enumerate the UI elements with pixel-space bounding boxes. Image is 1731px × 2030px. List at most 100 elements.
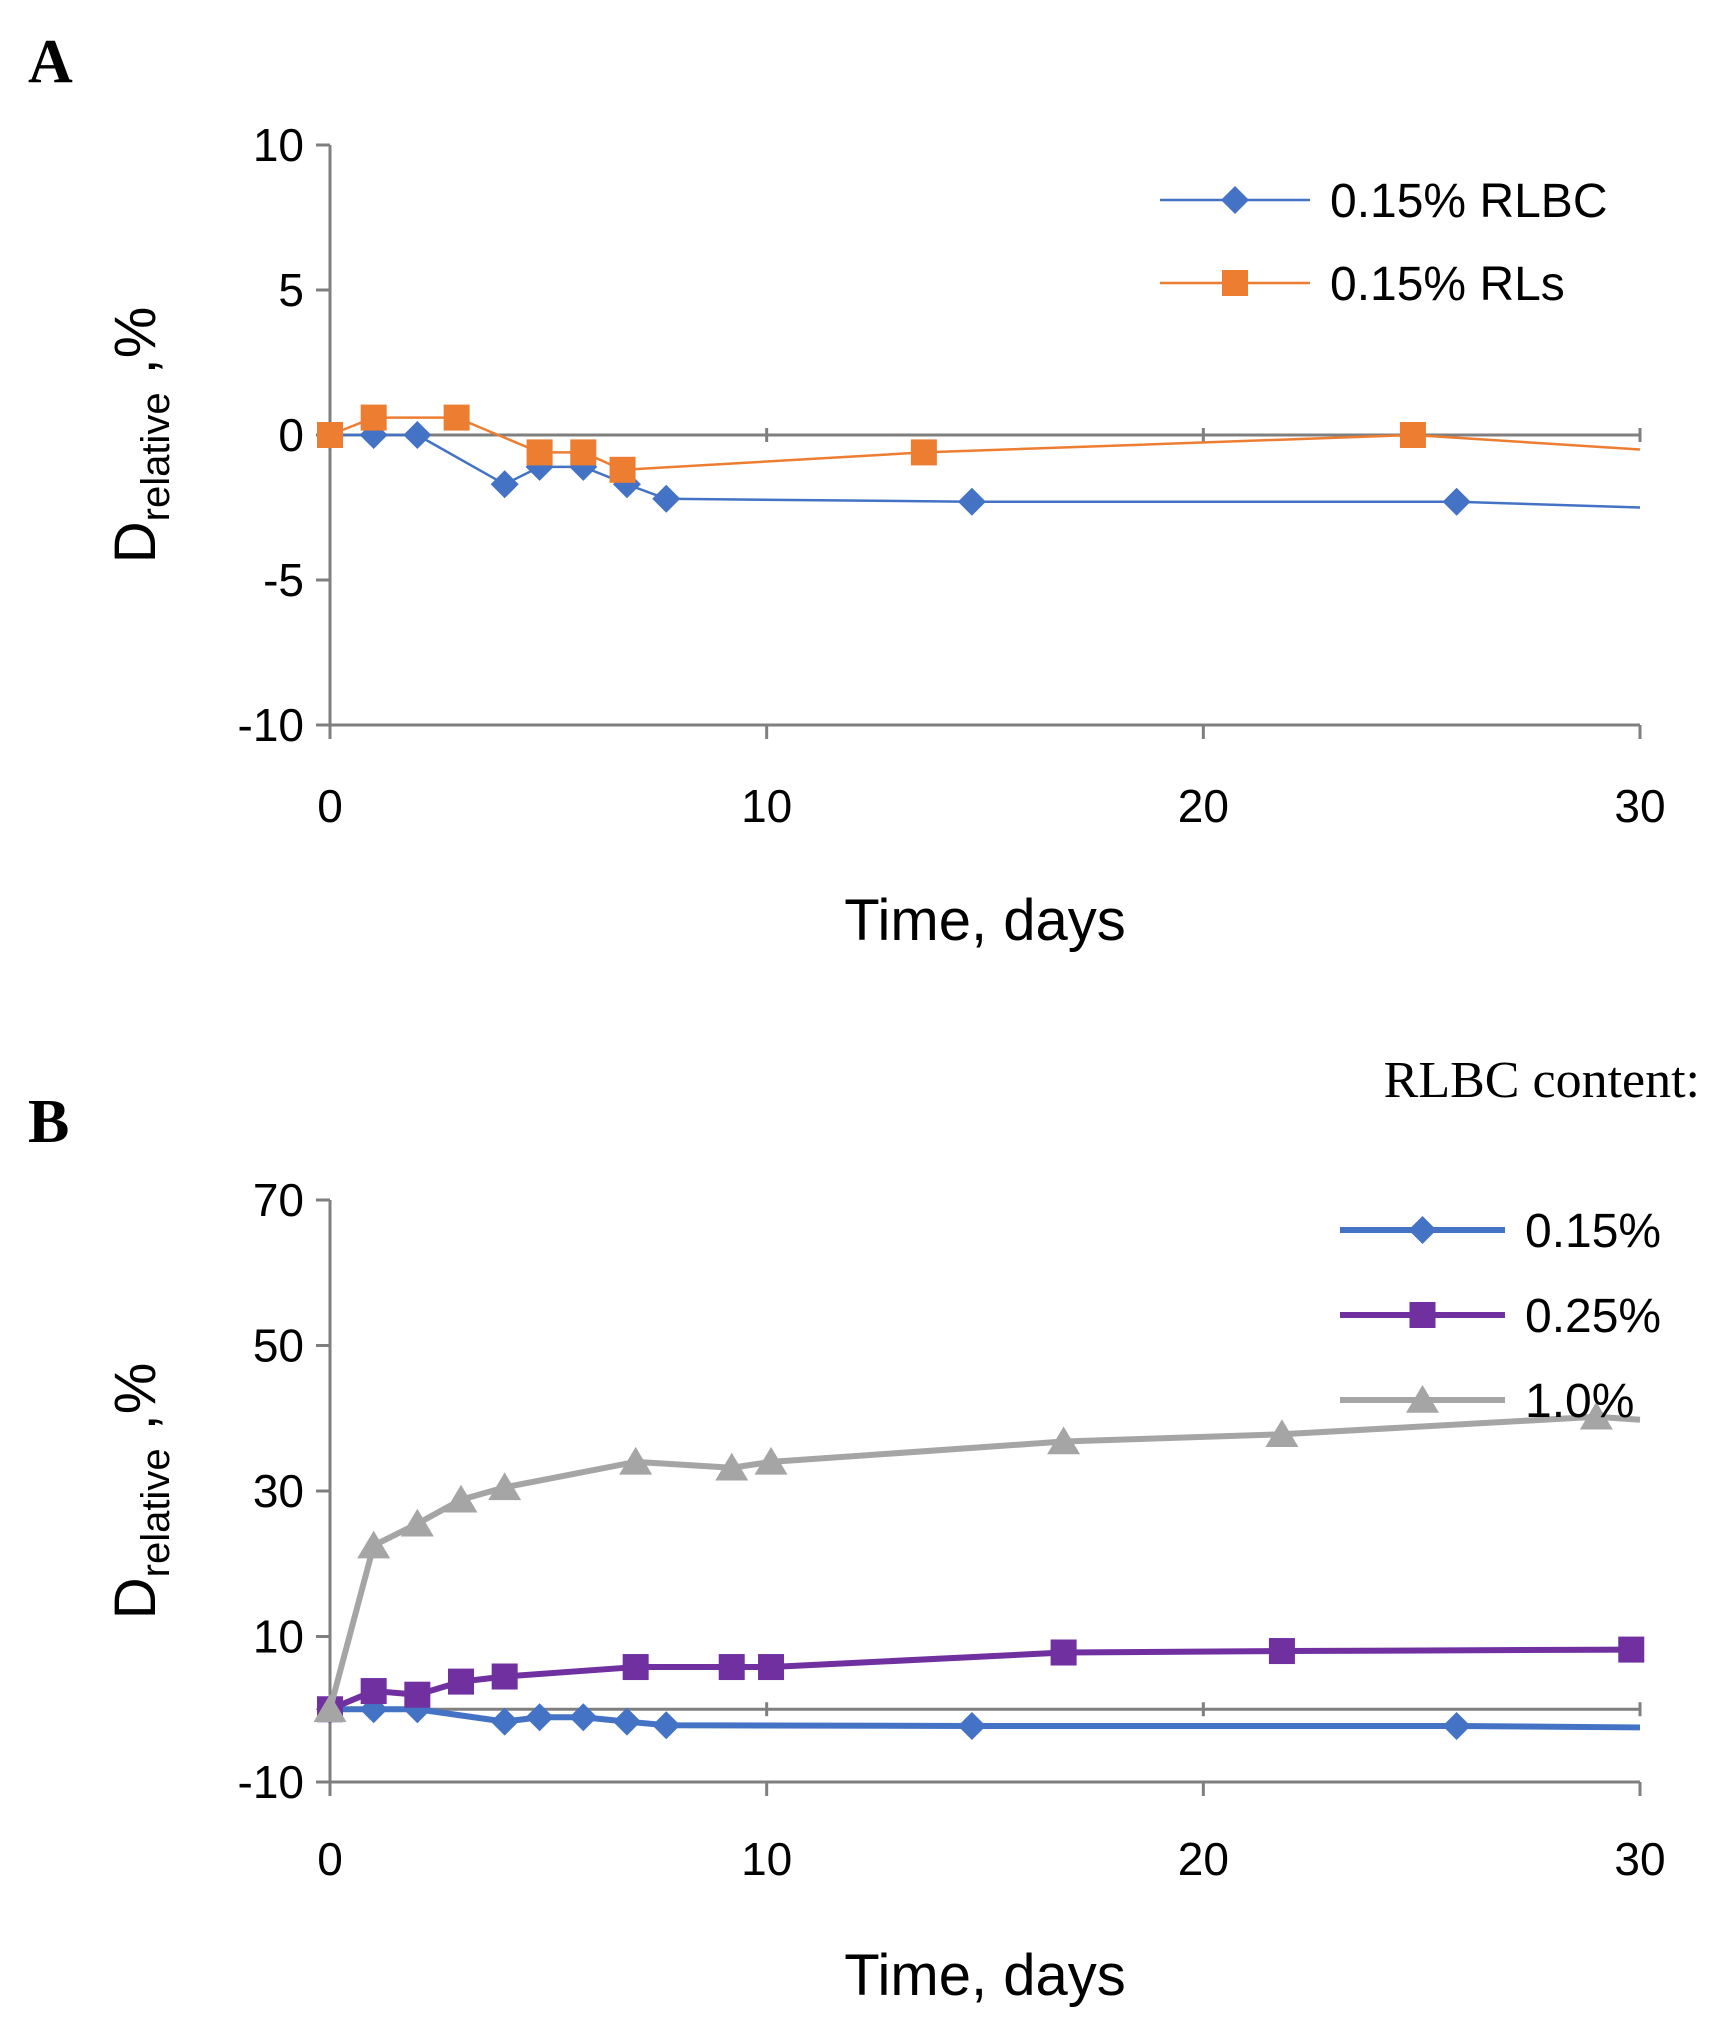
panel-a-series-2-point [570, 439, 597, 466]
panel-a-series-2-point [609, 456, 636, 483]
panel-b-series-2-point [1268, 1638, 1295, 1665]
panel-b-series-2-point [491, 1663, 518, 1690]
panel-a-legend-item: 0.15% RLBC [1160, 175, 1607, 228]
panel-a: A -10 -5 0 5 10 0 10 20 30 Time, days Drelative,% 0… [28, 28, 1666, 953]
panel-b: B -10 10 30 50 70 0 10 20 30 Time, days Drelative,… [28, 1052, 1700, 2008]
panel-a-x-axis-title: Time, days [844, 888, 1125, 953]
panel-b-y-title-subscript: relative [134, 1448, 178, 1577]
panel-b-legend-label: 0.25% [1525, 1290, 1661, 1343]
panel-b-series-3-point [715, 1452, 749, 1481]
panel-a-legend-item: 0.15% RLs [1160, 258, 1565, 311]
panel-b-series-3-point [1265, 1419, 1299, 1448]
panel-b-series-2-point [1618, 1636, 1645, 1663]
panel-a-series-2 [317, 404, 1641, 483]
panel-b-legend-title: RLBC content: [1384, 1052, 1700, 1109]
panel-a-legend-label: 0.15% RLs [1330, 258, 1565, 311]
panel-b-series-2-point [758, 1654, 785, 1681]
panel-a-series-2-point [526, 439, 553, 466]
panel-b-series-1-point [1442, 1711, 1471, 1740]
panel-b-y-axis-title: Drelative,% [103, 1363, 178, 1620]
panel-b-y-title-unit: ,% [103, 1363, 168, 1431]
panel-a-x-tick-label: 20 [1178, 780, 1229, 832]
panel-a-y-axis-title: Drelative,% [103, 307, 178, 564]
panel-b-x-axis-title: Time, days [844, 1943, 1125, 2008]
panel-b-legend-swatch-marker [1408, 1216, 1437, 1244]
panel-a-series-2-point [443, 404, 470, 431]
panel-b-legend-label: 0.15% [1525, 1205, 1661, 1258]
panel-a-series-1-point [957, 487, 986, 516]
panel-b-legend-swatch-marker [1409, 1302, 1436, 1328]
panel-a-y-title-unit: ,% [103, 307, 168, 375]
panel-b-x-tick-label: 10 [741, 1833, 792, 1885]
panel-b-legend-item: 1.0% [1340, 1375, 1634, 1428]
panel-a-x-tick-label: 0 [317, 780, 343, 832]
panel-b-y-tick-label: 30 [253, 1465, 304, 1517]
panel-b-series-3-point [1579, 1401, 1613, 1430]
panel-a-y-title-main: D [103, 521, 168, 563]
panel-b-y-tick-label: 70 [253, 1174, 304, 1226]
panel-b-legend-item: 0.15% [1340, 1205, 1661, 1258]
panel-a-y-tick-label: -5 [263, 554, 304, 606]
panel-a-series-2-point [1399, 422, 1426, 448]
panel-a-series-1-point [403, 421, 432, 449]
panel-b-y-title-main: D [103, 1577, 168, 1619]
panel-b-x-tick-label: 20 [1178, 1833, 1229, 1885]
panel-b-plot: -10 10 30 50 70 0 10 20 30 Time, days Drelative,% 0… [103, 1052, 1700, 2008]
panel-b-series-2-line [328, 1646, 1632, 1713]
panel-b-series-1-point [957, 1711, 986, 1740]
panel-b-y-tick-label: -10 [238, 1756, 304, 1808]
panel-b-y-tick-label: 10 [253, 1611, 304, 1663]
panel-a-y-title-subscript: relative [134, 392, 178, 521]
panel-b-series-1-point [490, 1707, 519, 1736]
panel-b-x-tick-label: 30 [1614, 1833, 1665, 1885]
panel-a-y-tick-label: 5 [278, 264, 304, 316]
panel-a-series-1-point [652, 484, 681, 513]
panel-a-legend-swatch-marker [1221, 186, 1249, 214]
panel-a-x-tick-label: 30 [1614, 780, 1665, 832]
panel-a-y-tick-label: 0 [278, 409, 304, 461]
panel-b-x-tick-label: 0 [317, 1833, 343, 1885]
panel-a-legend-label: 0.15% RLBC [1330, 175, 1607, 228]
panel-b-series-1 [316, 1695, 1641, 1740]
panel-a-plot: -10 -5 0 5 10 0 10 20 30 Time, days Drelative,% 0.1… [103, 119, 1666, 953]
panel-b-y-tick-label: 50 [253, 1320, 304, 1372]
panel-b-series-3-point [444, 1484, 478, 1513]
panel-b-series-3-point [313, 1694, 347, 1722]
panel-a-series-1-point [1442, 487, 1471, 516]
panel-b-series-3 [313, 1401, 1641, 1722]
panel-a-x-tick-label: 10 [741, 780, 792, 832]
panel-a-y-tick-label: -10 [238, 699, 304, 751]
panel-a-series-2-point [317, 422, 343, 448]
panel-b-legend-label: 1.0% [1525, 1375, 1634, 1428]
panel-b-series-3-point [400, 1508, 434, 1537]
panel-b-series-2-point [448, 1668, 474, 1695]
panel-b-series-2-point [404, 1681, 431, 1708]
panel-a-series-2-point [910, 439, 937, 466]
panel-b-series-2-point [718, 1654, 745, 1681]
panel-b-series-1-point [569, 1703, 598, 1732]
panel-b-series-1-point [612, 1707, 641, 1736]
panel-b-series-3-point [357, 1530, 391, 1559]
panel-b-series-3-line [327, 1413, 1641, 1711]
panel-b-series-3-point [619, 1446, 653, 1475]
panel-b-legend-swatch-marker [1406, 1385, 1439, 1413]
panel-a-series-2-line [329, 416, 1641, 472]
panel-a-series-1-point [490, 470, 519, 499]
panel-b-series-1-point [652, 1711, 681, 1740]
panel-b-series-3-point [488, 1472, 522, 1501]
panel-b-legend-item: 0.25% [1340, 1290, 1661, 1343]
panel-a-legend-swatch-marker [1222, 270, 1248, 296]
panel-b-series-3-point [1047, 1426, 1081, 1455]
panel-a-series-2-point [360, 404, 387, 431]
panel-b-series-1-line [330, 1706, 1641, 1731]
panel-b-series-2-point [360, 1678, 387, 1705]
panel-b-series-2-point [622, 1654, 649, 1681]
panel-b-letter: B [28, 1088, 69, 1156]
panel-b-series-1-point [525, 1703, 554, 1732]
panel-b-series-2 [317, 1636, 1645, 1723]
panel-b-series-3-point [754, 1446, 788, 1475]
panel-b-series-2-point [1050, 1639, 1077, 1666]
panel-a-y-tick-label: 10 [253, 119, 304, 171]
panel-a-letter: A [28, 28, 73, 96]
